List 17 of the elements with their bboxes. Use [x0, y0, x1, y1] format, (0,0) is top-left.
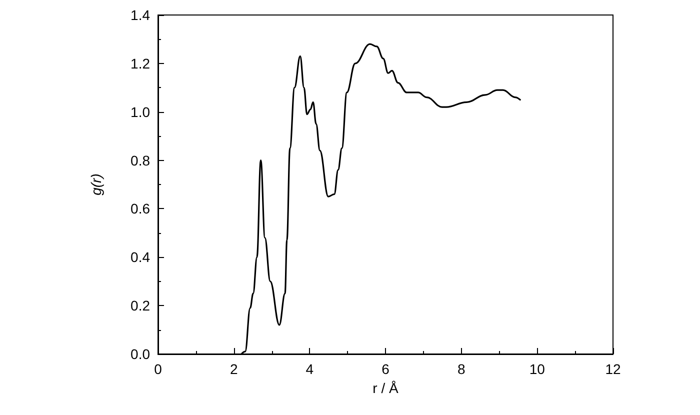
x-tick-label: 2 [230, 361, 238, 377]
y-tick-label: 1.0 [130, 104, 150, 120]
y-tick-label: 0.4 [130, 249, 150, 266]
y-tick-label: 0.2 [130, 298, 150, 314]
y-tick-label: 1.2 [130, 55, 150, 72]
y-tick-label: 0.8 [130, 152, 150, 168]
x-tick-label: 12 [605, 361, 621, 377]
y-tick-label: 1.4 [130, 7, 150, 23]
y-tick-label: 0.6 [130, 200, 150, 217]
x-tick-label: 4 [306, 361, 314, 377]
x-tick-label: 6 [382, 361, 390, 377]
x-tick-label: 0 [154, 361, 162, 377]
x-tick-label: 8 [457, 361, 466, 377]
x-tick-label: 10 [529, 361, 546, 377]
x-axis-title: r / Å [372, 380, 399, 396]
y-tick-label: 0.0 [130, 346, 150, 362]
y-axis-title: g(r) [88, 174, 104, 196]
